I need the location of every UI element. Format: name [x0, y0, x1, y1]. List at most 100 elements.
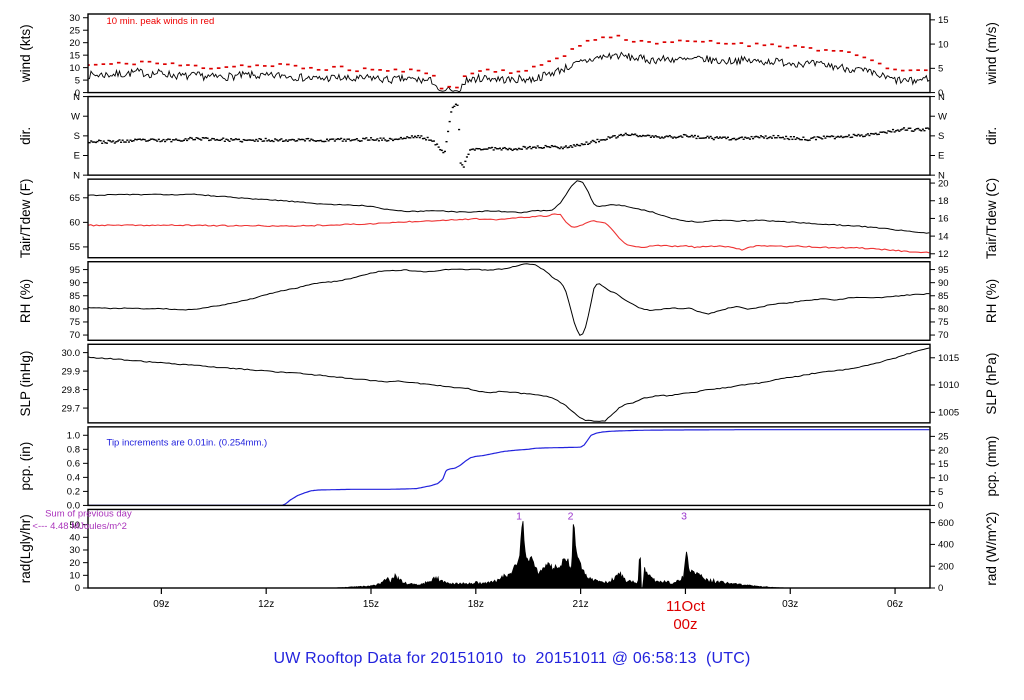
y-tick-label-right: 10	[938, 39, 949, 50]
x-axis-label: 11Oct	[666, 598, 706, 615]
x-axis-label: 21z	[573, 599, 589, 610]
series-wind-speed	[88, 51, 930, 93]
y-tick-label-left: 75	[69, 317, 80, 328]
y-tick-label-left: 0	[75, 88, 80, 99]
y-tick-label-right: 20	[938, 178, 949, 189]
panel-series-wind	[88, 34, 930, 93]
x-axis-label: 18z	[468, 599, 484, 610]
plot-title: UW Rooftop Data for 20151010 to 20151011…	[273, 650, 751, 667]
panel-pcp: 0.0 0.2 0.4 0.6 0.8 1.0 0 5 10 15 20 25 pcp. (in) pcp…	[18, 426, 999, 512]
y-tick-label-right: 15	[938, 459, 949, 470]
y-tick-label-right: 200	[938, 561, 954, 572]
y-tick-label-right: 0	[938, 501, 943, 512]
y-tick-label-right: 0	[938, 583, 943, 594]
y-tick-label-right: 95	[938, 265, 949, 276]
y-tick-label-right: 5	[938, 64, 943, 75]
panel-series-rad	[88, 521, 930, 588]
axis-title-right-dir: dir.	[984, 127, 999, 145]
y-tick-label-left: 5	[75, 75, 80, 86]
x-axis-label: 03z	[782, 599, 798, 610]
y-tick-label-right: 80	[938, 304, 949, 315]
y-tick-label-left: N	[73, 92, 80, 103]
y-tick-label-left: W	[71, 111, 80, 122]
x-axis-label: 09z	[153, 599, 169, 610]
y-tick-label-left: 29.7	[62, 403, 81, 414]
y-tick-label-left: 1.0	[67, 430, 80, 441]
y-tick-label-left: 25	[69, 25, 80, 36]
y-tick-label-left: 80	[69, 304, 80, 315]
panel-frame-pcp	[87, 426, 931, 507]
x-axis-label-line2: 00z	[673, 616, 697, 633]
y-tick-label-right: 70	[938, 330, 949, 341]
y-tick-label-right: S	[938, 131, 944, 142]
series-solar-radiation	[88, 521, 930, 588]
series-tdew	[88, 213, 930, 254]
annotation-rad: <--- 4.48 MJoules/m^2	[32, 521, 126, 532]
y-tick-label-left: 30	[69, 13, 80, 24]
panel-series-rh	[88, 263, 930, 336]
y-tick-label-right: 20	[938, 445, 949, 456]
x-axis-label: 15z	[363, 599, 379, 610]
y-tick-label-left: 0.2	[67, 487, 80, 498]
panel-frame-rh	[87, 261, 931, 341]
y-tick-label-left: 20	[69, 38, 80, 49]
y-tick-label-left: 0.0	[67, 501, 80, 512]
annotation-rad: 3	[681, 511, 687, 523]
series-wind-direction	[88, 103, 930, 168]
panel-series-dir	[88, 103, 930, 168]
axis-title-left-rh: RH (%)	[18, 279, 33, 323]
panel-frame-rad	[87, 508, 931, 589]
y-tick-label-left: 10	[69, 571, 80, 582]
x-axis-label: 06z	[887, 599, 903, 610]
series-tair	[88, 180, 930, 234]
y-tick-label-right: 16	[938, 214, 949, 225]
y-tick-label-left: E	[74, 151, 80, 162]
y-tick-label-left: 0.8	[67, 445, 80, 456]
panel-slp: 29.7 29.8 29.9 30.0 1005 1010 1015 SLP (inHg) SL…	[18, 343, 999, 424]
y-tick-label-right: E	[938, 151, 944, 162]
axis-title-right-pcp: pcp. (mm)	[984, 436, 999, 497]
panel-frame-slp	[87, 343, 931, 424]
y-tick-label-left: 90	[69, 278, 80, 289]
annotation-rad: Sum of previous day	[45, 509, 132, 520]
y-tick-label-left: N	[73, 170, 80, 181]
y-tick-label-right: 75	[938, 317, 949, 328]
y-tick-label-right: 1005	[938, 408, 959, 419]
y-tick-label-right: W	[938, 111, 947, 122]
axis-title-left-dir: dir.	[18, 127, 33, 145]
panel-series-slp	[88, 347, 930, 422]
panel-frame-dir	[87, 95, 931, 176]
axis-title-left-pcp: pcp. (in)	[18, 442, 33, 491]
y-tick-label-left: 30.0	[62, 348, 81, 359]
y-tick-label-left: 50	[69, 520, 80, 531]
y-tick-label-right: 14	[938, 231, 949, 242]
y-tick-label-right: 15	[938, 15, 949, 26]
y-tick-label-left: S	[74, 131, 80, 142]
axis-title-right-slp: SLP (hPa)	[984, 353, 999, 415]
y-tick-label-left: 40	[69, 533, 80, 544]
y-tick-label-left: 60	[69, 218, 80, 229]
y-tick-label-left: 0.6	[67, 459, 80, 470]
y-tick-label-left: 65	[69, 193, 80, 204]
axis-title-right-wind: wind (m/s)	[984, 22, 999, 85]
annotation-wind: 10 min. peak winds in red	[107, 16, 215, 27]
axis-title-left-slp: SLP (inHg)	[18, 351, 33, 417]
panel-frame-temp	[87, 178, 931, 259]
y-tick-label-left: 0.4	[67, 473, 80, 484]
series-sea-level-pressure	[88, 347, 930, 422]
y-tick-label-left: 95	[69, 265, 80, 276]
y-tick-label-right: 400	[938, 540, 954, 551]
y-tick-label-right: 10	[938, 473, 949, 484]
y-tick-label-left: 85	[69, 291, 80, 302]
y-tick-label-right: 18	[938, 196, 949, 207]
y-tick-label-right: 85	[938, 291, 949, 302]
y-tick-label-left: 15	[69, 50, 80, 61]
y-tick-label-right: N	[938, 92, 945, 103]
annotation-pcp: Tip increments are 0.01in. (0.254mm.)	[107, 438, 268, 449]
annotation-rad: 2	[568, 511, 574, 523]
